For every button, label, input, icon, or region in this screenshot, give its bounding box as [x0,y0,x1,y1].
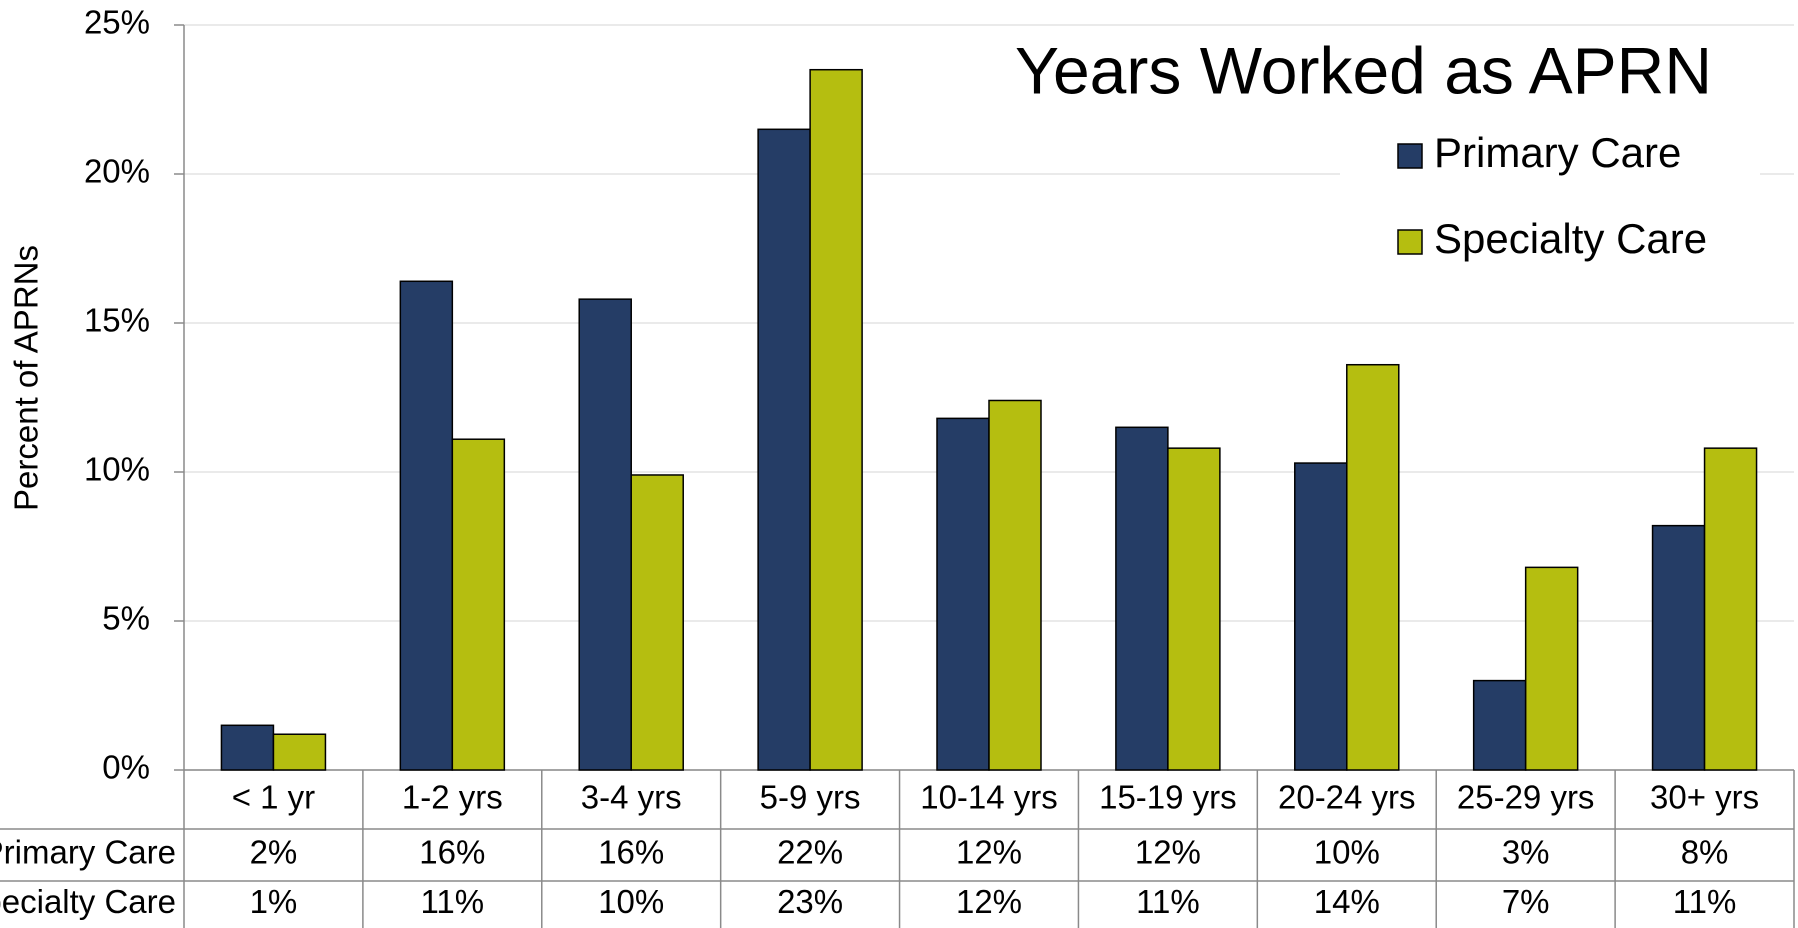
chart-title: Years Worked as APRN [1015,33,1712,107]
y-tick-label: 5% [102,600,150,637]
y-axis-label: Percent of APRNs [8,245,45,511]
bar [1115,426,1169,771]
x-tick-label: 25-29 yrs [1457,779,1595,816]
table-value: 11% [1673,883,1737,920]
x-tick-label: 30+ yrs [1650,779,1759,816]
bar [1524,566,1579,771]
bar [1167,447,1221,771]
table-value: 11% [1136,883,1200,920]
bar [451,438,506,771]
bar [757,128,811,771]
table-value: 12% [956,883,1022,920]
bar [1651,524,1706,771]
x-tick-label: 5-9 yrs [760,779,861,816]
x-tick-label: 10-14 yrs [920,779,1058,816]
x-tick-label: 20-24 yrs [1278,779,1416,816]
legend-label: Primary Care [1434,129,1681,176]
table-value: 23% [777,883,843,920]
bar [936,417,990,771]
table-value: 3% [1502,834,1550,871]
bar [220,724,275,771]
y-tick-label: 0% [102,749,150,786]
table-value: 16% [419,834,485,871]
y-tick-label: 25% [84,4,150,41]
y-tick-label: 20% [84,153,150,190]
x-tick-label: 3-4 yrs [581,779,682,816]
legend-label: Specialty Care [1434,215,1707,262]
table-row-label: Primary Care [0,834,176,871]
bar [272,733,327,771]
table-value: 1% [250,883,298,920]
bar [630,474,684,771]
bar [809,68,863,771]
table-value: 16% [598,834,664,871]
table-value: 10% [598,883,664,920]
y-tick-label: 10% [84,451,150,488]
legend-swatch [1397,229,1423,255]
table-value: 22% [777,834,843,871]
bar [1703,447,1758,771]
bar [1346,363,1400,771]
table-value: 7% [1502,883,1550,920]
table-value: 10% [1314,834,1380,871]
table-value: 8% [1681,834,1729,871]
y-tick-label: 15% [84,302,150,339]
bar [988,399,1042,771]
bar [399,280,454,771]
table-value: 12% [956,834,1022,871]
x-tick-label: 15-19 yrs [1099,779,1237,816]
table-value: 2% [250,834,298,871]
table-value: 14% [1314,883,1380,920]
x-tick-label: < 1 yr [232,779,315,816]
legend-swatch [1397,143,1423,169]
table-value: 11% [421,883,485,920]
table-value: 12% [1135,834,1201,871]
x-tick-label: 1-2 yrs [402,779,503,816]
bar [578,298,632,771]
bar [1294,462,1348,771]
table-row-label: Specialty Care [0,883,176,920]
bar [1472,679,1527,771]
